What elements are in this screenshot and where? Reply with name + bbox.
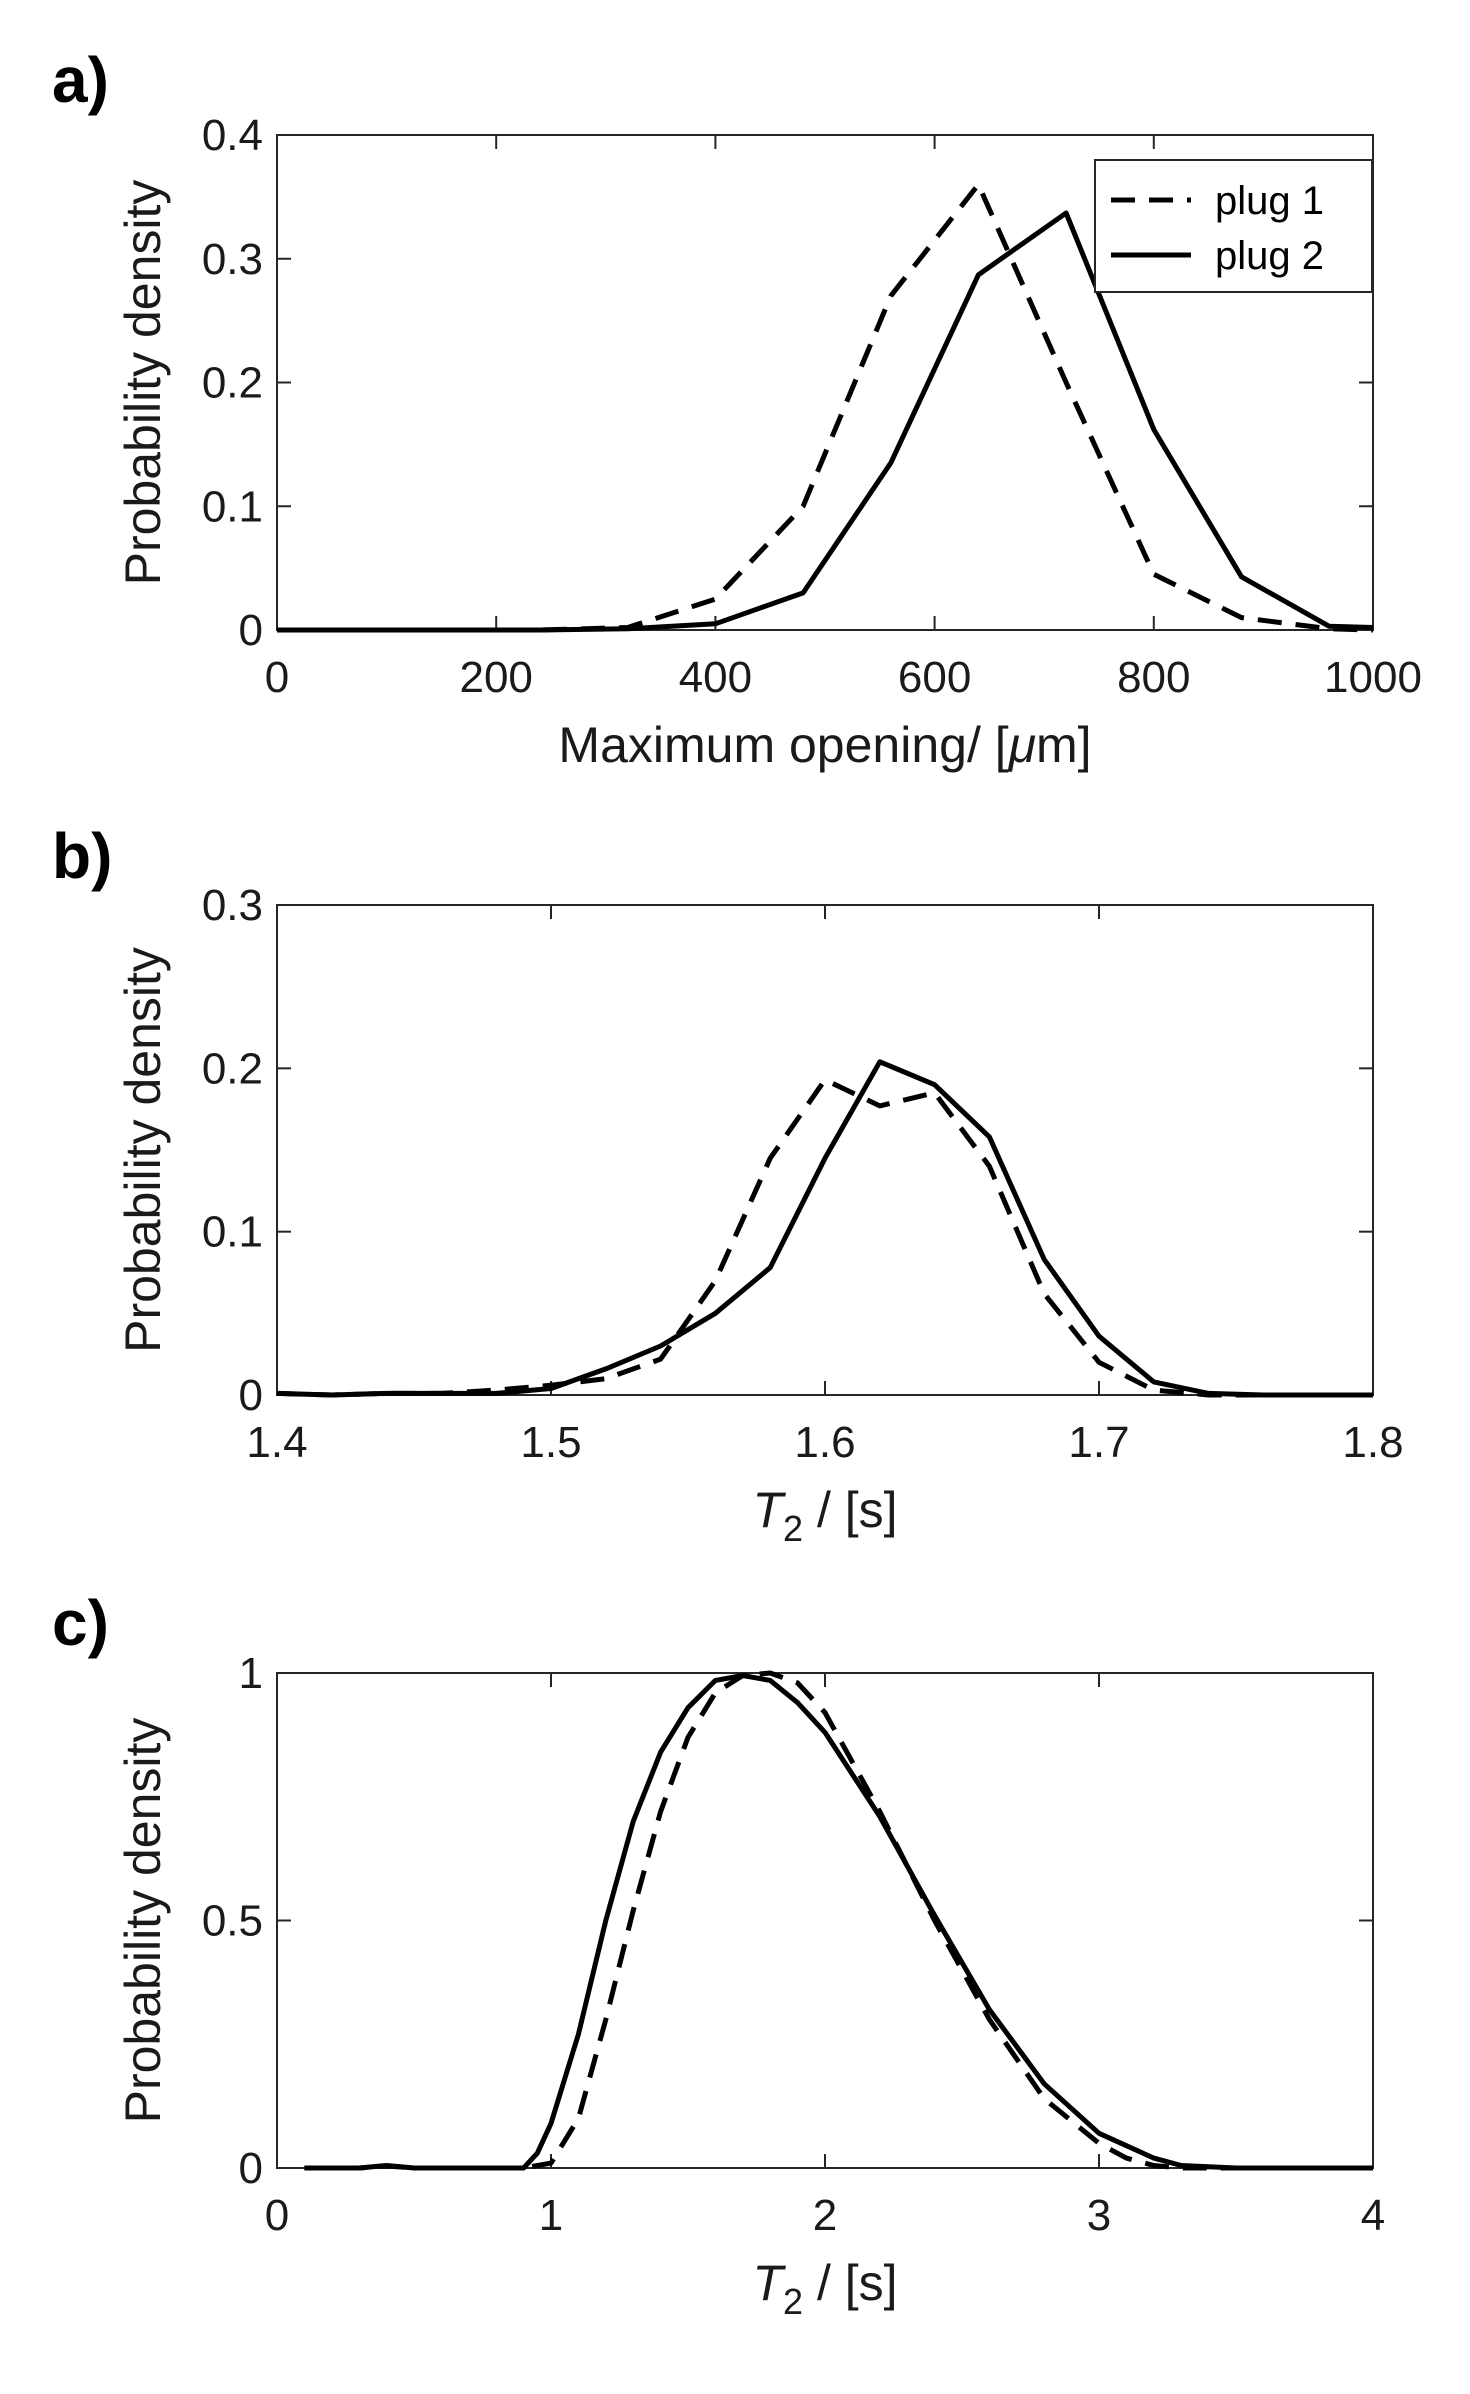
legend-entry-plug-2: plug 2 — [1215, 234, 1324, 278]
y-tick-label: 0 — [239, 606, 263, 655]
x-axis-label-text: Maximum opening/ [ — [558, 717, 1008, 773]
series-line-plug-1 — [304, 1670, 1373, 2171]
legend-box — [1094, 159, 1373, 293]
series-line-plug-1 — [276, 1077, 1373, 1398]
chart-panel-2: 1.4 1.5 1.6 1.7 1.8 0 0.1 0.2 0.3 T2 / [s] Probabi… — [52, 820, 1404, 1549]
x-axis-label-mu: μ — [1007, 717, 1036, 773]
y-tick-label: 0.5 — [202, 1897, 263, 1946]
x-tick-label: 1.8 — [1342, 1418, 1403, 1467]
x-tick-label: 1.7 — [1068, 1418, 1129, 1467]
x-axis-label-units: / [s] — [803, 1482, 897, 1538]
x-tick-label: 1000 — [1324, 653, 1422, 702]
x-tick-label: 0 — [265, 2191, 289, 2240]
x-tick-label: 800 — [1117, 653, 1190, 702]
x-tick-label: 2 — [813, 2191, 837, 2240]
panel-label: c) — [52, 1587, 109, 1659]
x-axis-label-units: m] — [1036, 717, 1092, 773]
x-tick-label: 600 — [898, 653, 971, 702]
legend: plug 1 plug 2 — [1094, 159, 1373, 293]
x-axis-label-subscript: 2 — [783, 1508, 803, 1549]
plot-frame — [276, 1672, 1374, 2169]
y-tick-label: 0.2 — [202, 1044, 263, 1093]
x-axis-label-variable: T — [752, 2255, 786, 2311]
series-line-plug-2 — [277, 210, 1374, 633]
y-tick-label: 0.4 — [202, 111, 263, 160]
panel-label: b) — [52, 820, 112, 892]
y-tick-label: 0 — [239, 1371, 263, 1420]
y-tick-label: 0.2 — [202, 359, 263, 408]
series-line-plug-2 — [276, 1059, 1373, 1398]
x-tick-label: 1.5 — [520, 1418, 581, 1467]
y-tick-label: 0.1 — [202, 482, 263, 531]
y-axis-label: Probability density — [115, 947, 171, 1353]
y-axis-label: Probability density — [115, 180, 171, 586]
y-tick-label: 0 — [239, 2144, 263, 2193]
chart-panel-3: 0 1 2 3 4 0 0.5 1 T2 / [s] Probability density c) — [52, 1587, 1385, 2322]
legend-entry-plug-1: plug 1 — [1215, 179, 1324, 223]
x-tick-label: 1.4 — [246, 1418, 307, 1467]
x-axis-label: Maximum opening/ [μm] — [558, 717, 1091, 773]
x-tick-label: 0 — [265, 653, 289, 702]
panel-label: a) — [52, 44, 109, 116]
x-axis-label-units: / [s] — [803, 2255, 897, 2311]
x-tick-label: 3 — [1087, 2191, 1111, 2240]
chart-panel-1: 0 200 400 600 800 1000 0 0.1 0.2 0.3 0.4 Maximum op… — [52, 44, 1422, 773]
y-tick-label: 1 — [239, 1649, 263, 1698]
x-axis-label: T2 / [s] — [752, 2255, 897, 2322]
x-tick-label: 200 — [459, 653, 532, 702]
y-tick-label: 0.3 — [202, 235, 263, 284]
x-tick-label: 4 — [1361, 2191, 1385, 2240]
x-tick-label: 1 — [539, 2191, 563, 2240]
x-tick-label: 1.6 — [794, 1418, 855, 1467]
y-tick-label: 0.1 — [202, 1208, 263, 1257]
series-line-plug-2 — [304, 1673, 1373, 2171]
y-axis-label: Probability density — [115, 1718, 171, 2124]
x-axis-label-variable: T — [752, 1482, 786, 1538]
x-tick-label: 400 — [679, 653, 752, 702]
plot-frame — [276, 904, 1374, 1396]
y-tick-label: 0.3 — [202, 881, 263, 930]
x-axis-label: T2 / [s] — [752, 1482, 897, 1549]
x-axis-label-subscript: 2 — [783, 2281, 803, 2322]
